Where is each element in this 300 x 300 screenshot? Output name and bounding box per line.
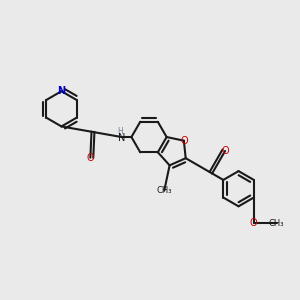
Text: N: N (118, 133, 126, 142)
Text: O: O (221, 146, 229, 156)
Text: N: N (57, 86, 65, 96)
Text: O: O (180, 136, 188, 146)
Text: CH₃: CH₃ (157, 186, 172, 195)
Text: CH₃: CH₃ (269, 219, 284, 228)
Text: O: O (250, 218, 258, 229)
Text: H: H (118, 127, 123, 136)
Text: O: O (86, 153, 94, 163)
